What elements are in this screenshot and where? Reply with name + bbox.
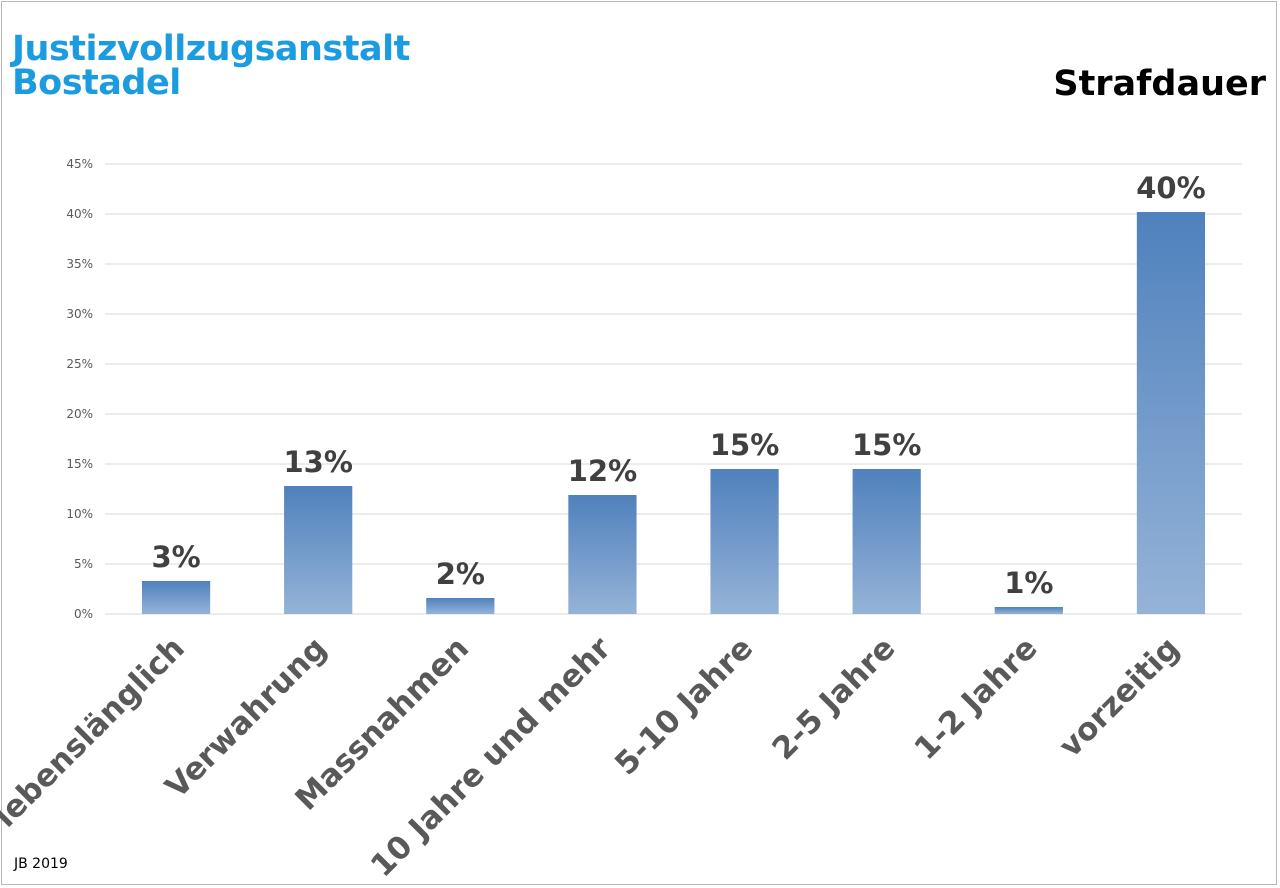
bar [568, 495, 637, 614]
category-label: lebenslänglich [0, 630, 192, 834]
y-tick-label: 25% [66, 357, 93, 371]
y-tick-label: 20% [66, 407, 93, 421]
institution-title-line2: Bostadel [12, 63, 181, 103]
y-tick-label: 45% [66, 157, 93, 171]
bars [141, 212, 1206, 614]
chart-title: Strafdauer [1053, 64, 1266, 104]
data-label: 12% [568, 454, 637, 488]
bar [710, 469, 779, 614]
y-tick-label: 0% [74, 607, 93, 621]
institution-title: Justizvollzugsanstalt Bostadel [12, 29, 410, 103]
data-label: 40% [1136, 171, 1205, 205]
category-label: vorzeitig [1052, 630, 1186, 764]
data-labels: 3% 13% 2% 12% 15% 15% 1% 40% [151, 171, 1205, 600]
footer-note: JB 2019 [14, 856, 68, 872]
bar [426, 598, 495, 614]
y-tick-label: 5% [74, 557, 93, 571]
gridlines [105, 163, 1242, 615]
y-tick-label: 10% [66, 507, 93, 521]
y-axis-ticks: 0% 5% 10% 15% 20% 25% 30% 35% 40% 45% [66, 157, 93, 621]
bar [141, 581, 211, 614]
bar [852, 469, 921, 614]
y-tick-label: 35% [66, 257, 93, 271]
institution-title-line1: Justizvollzugsanstalt [12, 29, 410, 69]
data-label: 3% [151, 540, 200, 574]
data-label: 15% [710, 428, 779, 462]
category-label: 10 Jahre und mehr [364, 630, 619, 885]
y-tick-label: 15% [66, 457, 93, 471]
bar [1136, 212, 1206, 614]
category-label: 2-5 Jahre [765, 630, 902, 767]
data-label: 13% [283, 445, 352, 479]
category-label: 1-2 Jahre [908, 630, 1045, 767]
bar [994, 607, 1063, 614]
bar [284, 486, 353, 614]
data-label: 1% [1004, 566, 1053, 600]
data-label: 2% [436, 557, 485, 591]
y-tick-label: 40% [66, 207, 93, 221]
category-label: 5-10 Jahre [608, 630, 760, 782]
y-tick-label: 30% [66, 307, 93, 321]
data-label: 15% [852, 428, 921, 462]
